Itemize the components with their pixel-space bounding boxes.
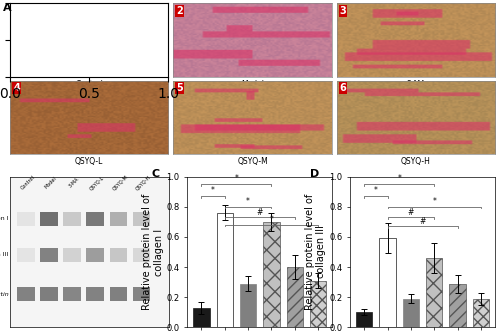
Text: #: # <box>408 207 414 216</box>
Bar <box>17 248 34 262</box>
Bar <box>17 287 34 301</box>
Bar <box>473 299 489 327</box>
Bar <box>86 287 104 301</box>
Bar <box>216 213 233 327</box>
Bar <box>310 281 326 327</box>
Bar <box>40 287 58 301</box>
Text: *: * <box>211 186 215 195</box>
Bar <box>40 212 58 225</box>
Text: C: C <box>151 169 159 179</box>
Bar <box>64 212 81 225</box>
Bar <box>240 284 256 327</box>
Text: *: * <box>270 215 274 224</box>
Text: QSYQ-H: QSYQ-H <box>134 174 152 191</box>
Bar <box>132 287 150 301</box>
X-axis label: 3-MA: 3-MA <box>406 79 425 89</box>
Text: QSYQ-L: QSYQ-L <box>89 175 105 191</box>
Bar <box>380 238 396 327</box>
X-axis label: QSYQ-H: QSYQ-H <box>401 157 430 166</box>
Text: *: * <box>374 186 378 195</box>
Text: *: * <box>246 197 250 206</box>
Text: *: * <box>234 174 238 183</box>
X-axis label: QSYQ-L: QSYQ-L <box>75 157 104 166</box>
Text: *: * <box>398 174 401 183</box>
Bar <box>110 248 127 262</box>
Bar <box>86 248 104 262</box>
Bar <box>132 212 150 225</box>
Bar <box>426 258 442 327</box>
Bar <box>263 222 280 327</box>
Y-axis label: Relative protein level of
collagen I: Relative protein level of collagen I <box>142 194 164 310</box>
Text: Control: Control <box>20 175 36 191</box>
Text: 6: 6 <box>340 83 346 93</box>
Text: 3-MA: 3-MA <box>68 177 80 189</box>
Text: collagen I: collagen I <box>0 216 8 221</box>
Bar <box>40 248 58 262</box>
Text: QSYQ-M: QSYQ-M <box>112 174 129 192</box>
Text: 1: 1 <box>13 6 20 16</box>
Text: *: * <box>432 197 436 206</box>
Bar <box>286 267 303 327</box>
Text: 4: 4 <box>13 83 20 93</box>
Bar <box>86 212 104 225</box>
Text: D: D <box>310 169 319 179</box>
X-axis label: Control: Control <box>76 79 103 89</box>
Text: β-actin: β-actin <box>0 292 8 297</box>
Text: 3: 3 <box>340 6 346 16</box>
Bar <box>17 212 34 225</box>
Bar <box>356 312 372 327</box>
Bar <box>64 287 81 301</box>
Bar <box>450 284 466 327</box>
Text: collagen III: collagen III <box>0 253 8 258</box>
Bar <box>110 212 127 225</box>
Bar <box>193 308 210 327</box>
X-axis label: QSYQ-M: QSYQ-M <box>237 157 268 166</box>
Text: #: # <box>420 217 426 225</box>
Text: #: # <box>256 207 263 216</box>
Bar <box>110 287 127 301</box>
Text: 2: 2 <box>176 6 183 16</box>
X-axis label: Model: Model <box>241 79 264 89</box>
Text: 5: 5 <box>176 83 183 93</box>
Text: Model: Model <box>44 176 58 190</box>
Y-axis label: Relative protein level of
collagen III: Relative protein level of collagen III <box>305 194 326 310</box>
Bar <box>402 299 419 327</box>
Bar <box>64 248 81 262</box>
Bar <box>132 248 150 262</box>
Text: A: A <box>2 3 11 13</box>
